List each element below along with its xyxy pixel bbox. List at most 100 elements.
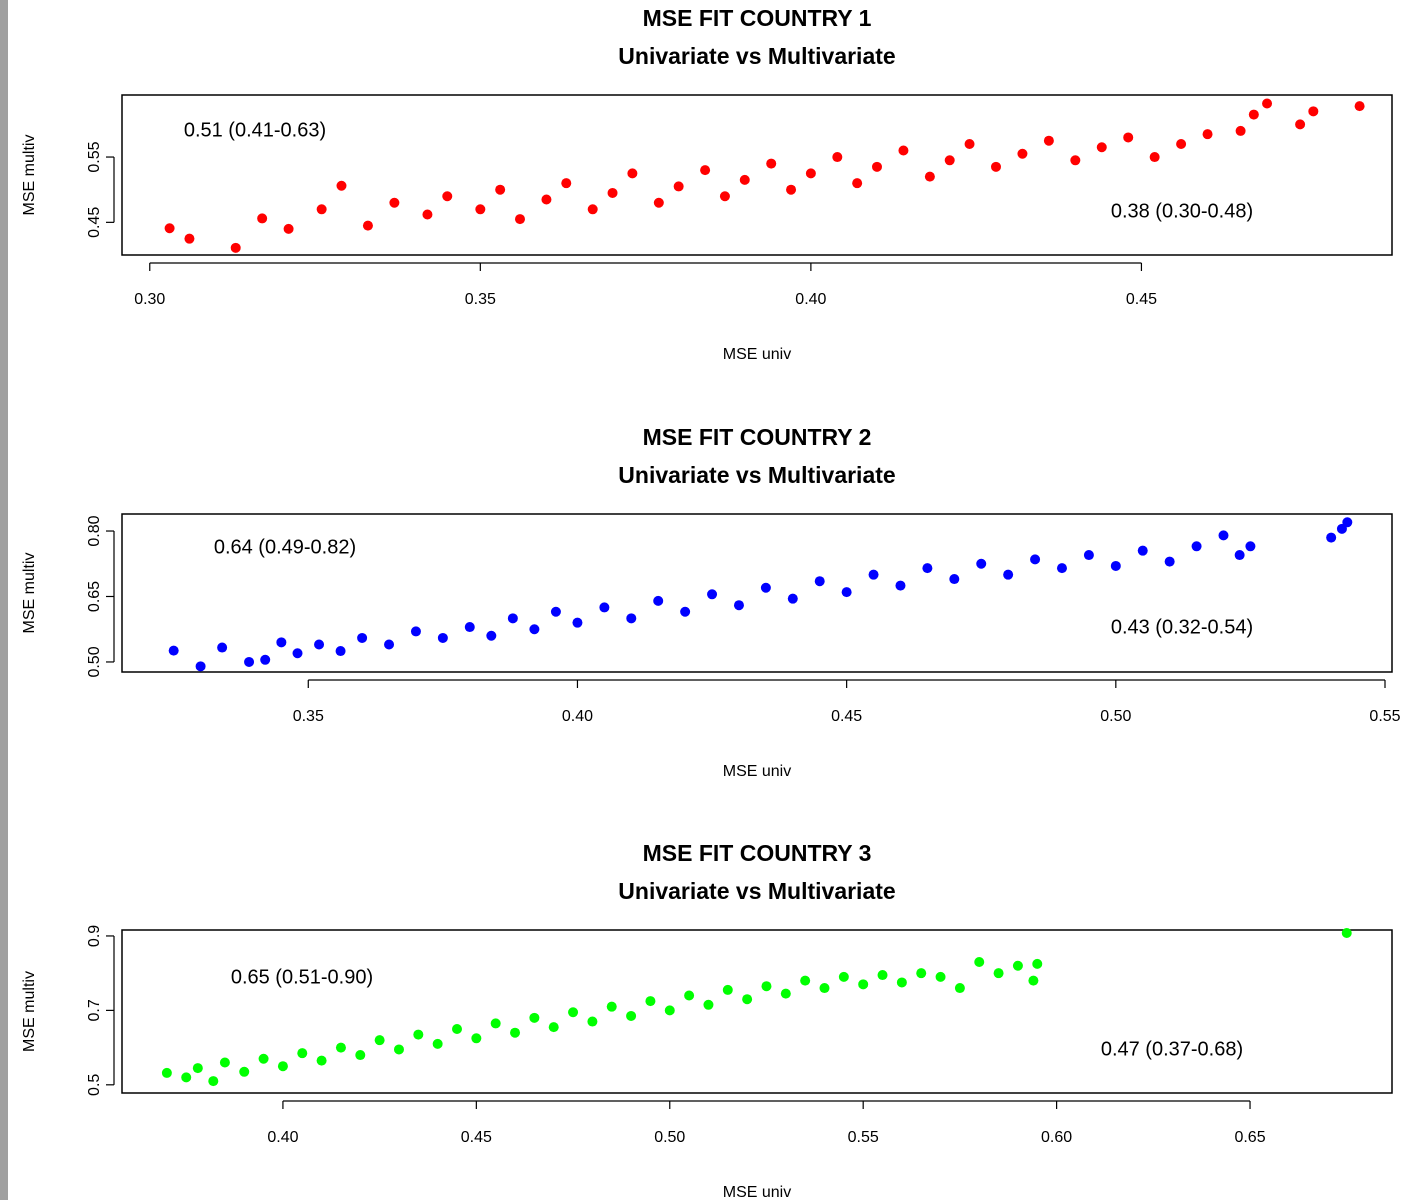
point	[1235, 125, 1246, 136]
point	[1218, 530, 1229, 541]
point	[550, 606, 561, 617]
point	[292, 648, 303, 659]
point	[1234, 550, 1245, 561]
point	[1070, 155, 1081, 166]
point	[653, 197, 664, 208]
point	[442, 191, 453, 202]
window-edge	[0, 0, 8, 1200]
point	[1096, 142, 1107, 153]
annotation: 0.47 (0.37-0.68)	[1101, 1038, 1243, 1060]
point	[684, 990, 695, 1001]
point	[495, 184, 506, 195]
point	[1003, 569, 1014, 580]
y-tick-label: 0.9	[86, 925, 103, 947]
point	[760, 582, 771, 593]
point	[1083, 550, 1094, 561]
point	[587, 1016, 598, 1027]
x-axis-label: MSE univ	[723, 346, 791, 363]
chart-subtitle: Univariate vs Multivariate	[618, 878, 895, 904]
annotation: 0.51 (0.41-0.63)	[184, 119, 326, 141]
point	[514, 214, 525, 225]
point	[239, 1066, 250, 1077]
annotation: 0.38 (0.30-0.48)	[1111, 200, 1253, 222]
point	[297, 1048, 308, 1059]
y-tick-label: 0.5	[86, 1074, 103, 1096]
x-axis-label: MSE univ	[723, 763, 791, 780]
x-tick-label: 0.50	[654, 1129, 685, 1146]
point	[410, 626, 421, 637]
x-tick-label: 0.35	[293, 708, 324, 725]
point	[1017, 148, 1028, 159]
annotation: 0.43 (0.32-0.54)	[1111, 616, 1253, 638]
point	[374, 1035, 385, 1046]
point	[161, 1067, 172, 1078]
point	[192, 1063, 203, 1074]
point	[316, 204, 327, 215]
point	[471, 1033, 482, 1044]
plot-frame	[121, 94, 1393, 256]
point	[507, 613, 518, 624]
point	[195, 661, 206, 672]
point	[244, 656, 255, 667]
x-tick-label: 0.40	[795, 291, 826, 308]
point	[1248, 109, 1259, 120]
point	[990, 161, 1001, 172]
point	[607, 187, 618, 198]
x-tick-label: 0.40	[562, 708, 593, 725]
x-axis-label: MSE univ	[723, 1184, 791, 1200]
point	[964, 138, 975, 149]
point	[277, 1061, 288, 1072]
point	[805, 168, 816, 179]
point	[1012, 960, 1023, 971]
y-tick-label: 0.50	[86, 646, 103, 677]
point	[384, 639, 395, 650]
point	[898, 145, 909, 156]
point	[719, 191, 730, 202]
point	[572, 617, 583, 628]
point	[935, 971, 946, 982]
point	[627, 168, 638, 179]
chart-subtitle: Univariate vs Multivariate	[618, 462, 895, 488]
y-tick-label: 0.45	[86, 207, 103, 238]
point	[475, 204, 486, 215]
point	[1149, 152, 1160, 163]
point	[832, 152, 843, 163]
point	[626, 1010, 637, 1021]
point	[486, 630, 497, 641]
point	[993, 968, 1004, 979]
y-tick-label: 0.55	[86, 141, 103, 172]
point	[257, 213, 268, 224]
point	[357, 632, 368, 643]
point	[541, 194, 552, 205]
plot-frame	[121, 513, 1393, 673]
point	[924, 171, 935, 182]
point	[1262, 98, 1273, 109]
point	[1191, 541, 1202, 552]
point	[819, 983, 830, 994]
point	[841, 587, 852, 598]
y-tick-label: 0.80	[86, 515, 103, 546]
point	[548, 1022, 559, 1033]
point	[276, 637, 287, 648]
x-tick-label: 0.45	[461, 1129, 492, 1146]
point	[283, 223, 294, 234]
point	[871, 161, 882, 172]
x-tick-label: 0.40	[267, 1129, 298, 1146]
point	[922, 563, 933, 574]
point	[335, 646, 346, 657]
y-axis-label: MSE multiv	[21, 135, 38, 216]
point	[260, 654, 271, 665]
point	[219, 1057, 230, 1068]
point	[336, 180, 347, 191]
point	[707, 589, 718, 600]
plot-frame	[121, 929, 1393, 1094]
point	[184, 233, 195, 244]
x-tick-label: 0.45	[831, 708, 862, 725]
point	[1341, 927, 1352, 938]
point	[362, 220, 373, 231]
point	[181, 1072, 192, 1083]
point	[1032, 958, 1043, 969]
y-axis-label: MSE multiv	[21, 971, 38, 1052]
point	[766, 158, 777, 169]
annotation: 0.65 (0.51-0.90)	[231, 966, 373, 988]
